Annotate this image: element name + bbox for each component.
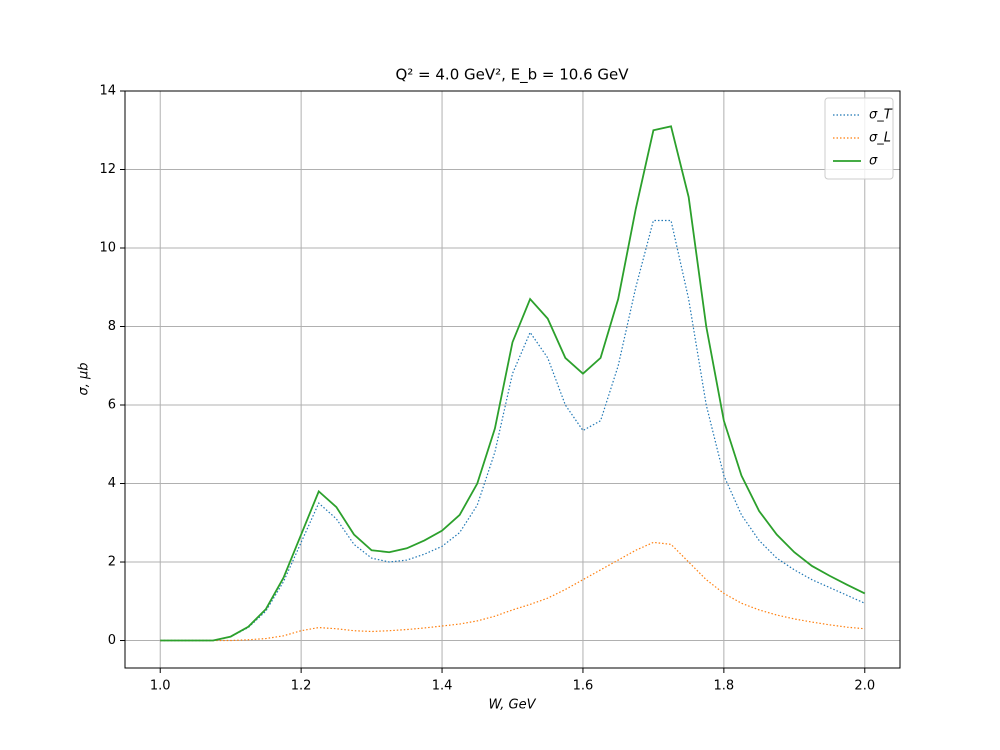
x-tick-label: 1.0 [150,679,171,694]
x-tick-label: 1.2 [291,679,312,694]
y-tick-label: 6 [108,398,116,413]
x-tick-label: 1.6 [573,679,594,694]
plot-frame [124,90,901,669]
x-tick-label: 2.0 [854,679,875,694]
legend-label: σ [869,154,878,169]
y-axis-label: σ, μb [77,362,92,395]
y-tick-label: 4 [108,476,116,491]
y-tick-label: 0 [108,633,116,648]
y-tick-label: 8 [108,319,116,334]
x-tick-label: 1.4 [432,679,453,694]
y-tick-label: 12 [99,162,116,177]
legend: σ_T σ_L σ [824,97,894,180]
x-tick-label: 1.8 [714,679,735,694]
series-line [160,125,866,642]
y-tick-label: 2 [108,555,116,570]
legend-label: σ_T [869,108,893,123]
y-tick-label: 14 [99,84,116,99]
series-line [160,219,866,642]
x-axis-label: W, GeV [488,698,536,713]
chart-title: Q² = 4.0 GeV², E_b = 10.6 GeV [395,66,629,85]
legend-label: σ_L [869,131,891,146]
y-tick-label: 10 [99,241,116,256]
series-line [160,541,865,642]
